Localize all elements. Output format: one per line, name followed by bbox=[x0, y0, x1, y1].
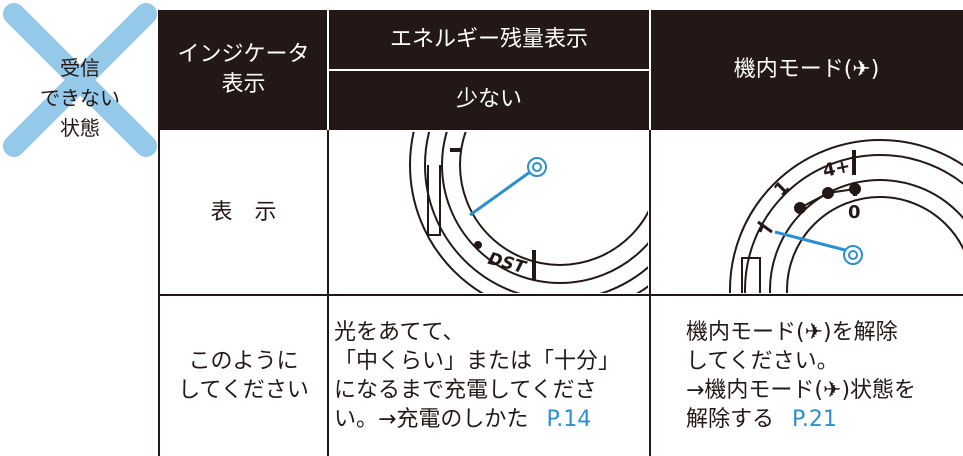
page-ref: P.14 bbox=[546, 406, 592, 432]
dial-dot bbox=[474, 241, 482, 249]
text-line: 機内モード(✈)を解除 bbox=[686, 319, 898, 345]
label-text: してください bbox=[178, 377, 309, 403]
header-text: 機内モード(✈) bbox=[733, 57, 880, 82]
row-label: 表 示 bbox=[159, 130, 328, 295]
text-line: になるまで充電してくださ bbox=[334, 377, 597, 403]
dial-arc bbox=[786, 196, 963, 293]
dial-arc bbox=[424, 132, 648, 293]
text-line: 解除する P.21 bbox=[686, 405, 837, 434]
header-cell: 少ない bbox=[328, 70, 650, 130]
text-line: してください。 bbox=[686, 348, 839, 374]
dial-hand bbox=[469, 170, 531, 217]
icon-line: 受信 bbox=[60, 55, 100, 80]
header-text: インジケータ bbox=[177, 42, 310, 67]
energy-dial bbox=[409, 132, 648, 293]
dial-segment bbox=[741, 257, 761, 293]
header-text: エネルギー残量表示 bbox=[389, 27, 588, 52]
airplane-dial bbox=[729, 139, 963, 293]
header-cell: 機内モード(✈) bbox=[650, 10, 963, 130]
text-line: 光をあてて、 bbox=[334, 319, 465, 345]
dial-segment bbox=[427, 165, 441, 236]
cross-stroke bbox=[3, 3, 157, 157]
header-cell: インジケータ 表示 bbox=[159, 10, 328, 130]
text-line: 「中くらい」または「十分」 bbox=[334, 348, 621, 374]
dial-label: 0 bbox=[848, 202, 861, 223]
dial-arc bbox=[459, 132, 648, 266]
header-text: 表示 bbox=[221, 72, 266, 97]
hand-pivot bbox=[848, 250, 858, 260]
dial-dot bbox=[849, 183, 861, 195]
dial-arc bbox=[729, 139, 963, 293]
status-icon-text: 受信 できない 状態 bbox=[10, 50, 150, 145]
dial-arc bbox=[769, 179, 963, 293]
text-span: い。→充電のしかた bbox=[334, 406, 529, 432]
header-cell: エネルギー残量表示 bbox=[328, 10, 650, 70]
dial-dot bbox=[822, 187, 834, 199]
dial-arc bbox=[409, 132, 648, 293]
dial-hand bbox=[774, 230, 846, 252]
energy-instructions: 光をあてて、 「中くらい」または「十分」 になるまで充電してくださ い。→充電の… bbox=[334, 295, 648, 456]
table-borders bbox=[158, 10, 963, 456]
icon-line: できない bbox=[40, 85, 120, 110]
plane-icon bbox=[757, 220, 773, 234]
icon-line: 状態 bbox=[60, 115, 100, 140]
dial-arc bbox=[744, 154, 963, 293]
dial-label: 4+ bbox=[821, 156, 852, 182]
text-line: い。→充電のしかた P.14 bbox=[334, 405, 591, 434]
label-text: このように bbox=[188, 348, 299, 374]
page-ref: P.21 bbox=[792, 406, 837, 432]
text-line: →機内モード(✈)状態を bbox=[686, 377, 917, 403]
text-span: 解除する bbox=[686, 406, 775, 432]
dial-label: DST bbox=[486, 249, 529, 279]
header-text: 少ない bbox=[455, 87, 522, 112]
dial-dot bbox=[794, 202, 806, 214]
row-label: このように してください bbox=[159, 295, 328, 456]
dial-arc bbox=[441, 132, 648, 284]
hand-pivot bbox=[532, 162, 542, 172]
label-text: 表 示 bbox=[210, 200, 277, 225]
dial-label: 1 bbox=[770, 177, 794, 201]
airplane-instructions: 機内モード(✈)を解除 してください。 →機内モード(✈)状態を 解除する P.2… bbox=[686, 295, 963, 456]
